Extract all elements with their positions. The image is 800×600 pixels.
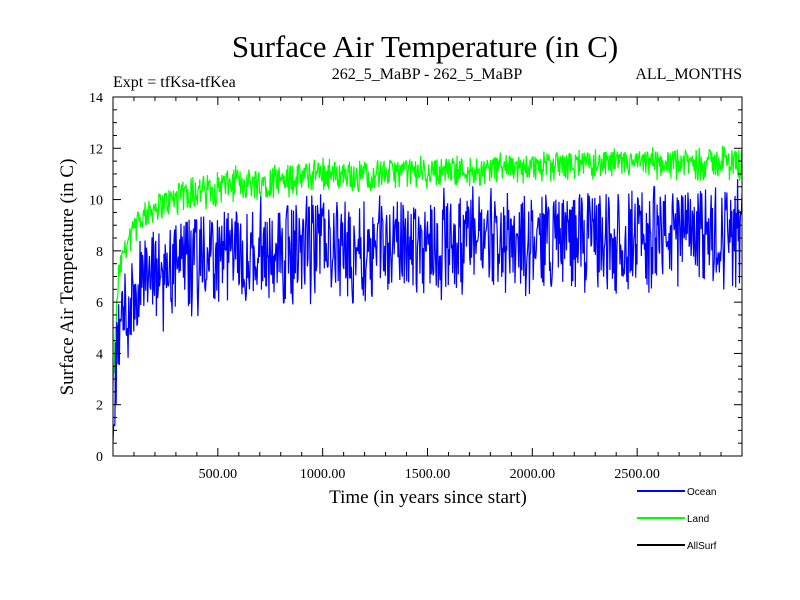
y-tick-label: 14: [89, 91, 103, 106]
series-layer: [113, 145, 742, 443]
y-tick-label: 2: [96, 399, 103, 414]
y-axis-label: Surface Air Temperature (in C): [57, 159, 78, 396]
y-tick-label: 6: [96, 296, 103, 311]
y-tick-label: 10: [89, 194, 103, 209]
y-tick-label: 8: [96, 245, 103, 260]
x-tick-label: 1500.00: [405, 467, 451, 482]
series-line-land: [113, 145, 742, 387]
chart-title: Surface Air Temperature (in C): [232, 29, 618, 64]
period-label: 262_5_MaBP - 262_5_MaBP: [332, 66, 523, 83]
legend-label-land: Land: [687, 514, 709, 525]
x-axis-label: Time (in years since start): [329, 487, 527, 508]
ticks-layer: 0 2 4 6 8 10 12 14 500.00 1000.00 1500.00 2000.00 25…: [89, 91, 742, 482]
y-tick-label: 12: [89, 142, 103, 157]
legend-label-allsurf: AllSurf: [687, 541, 717, 552]
experiment-label: Expt = tfKsa-tfKea: [113, 74, 236, 91]
months-label: ALL_MONTHS: [635, 66, 742, 83]
x-tick-label: 2000.00: [510, 467, 556, 482]
legend: Ocean Land AllSurf: [637, 487, 717, 552]
x-tick-label: 2500.00: [614, 467, 660, 482]
y-tick-label: 4: [96, 347, 103, 362]
series-line-ocean: [113, 179, 742, 443]
x-tick-label: 1000.00: [300, 467, 346, 482]
y-tick-label: 0: [96, 450, 103, 465]
legend-label-ocean: Ocean: [687, 487, 716, 498]
x-tick-label: 500.00: [199, 467, 238, 482]
